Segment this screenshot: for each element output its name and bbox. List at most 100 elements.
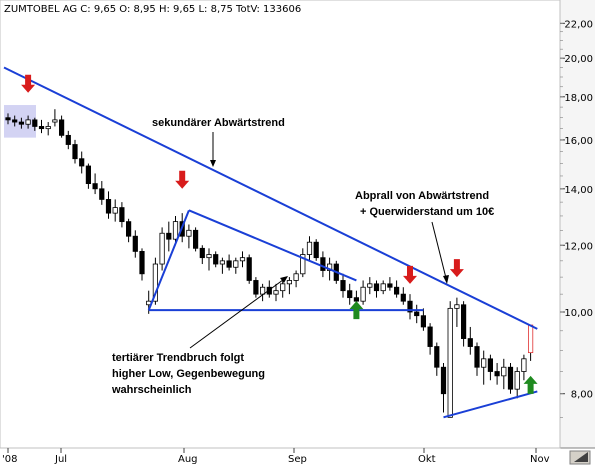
candle-body — [192, 229, 199, 249]
candle-body — [440, 366, 447, 395]
candle-body — [434, 346, 440, 368]
candle-body — [347, 290, 353, 299]
candle-body — [32, 119, 38, 127]
candle-body — [400, 293, 406, 302]
candle-body — [105, 199, 112, 214]
candle-body — [18, 121, 25, 125]
candle-body — [373, 283, 380, 292]
candle-body — [501, 366, 507, 377]
candle-body — [126, 221, 132, 237]
candle-body — [199, 247, 205, 259]
x-tick-label: Okt — [418, 454, 436, 465]
candle-body — [360, 286, 366, 302]
candle-body — [99, 188, 105, 200]
candle-body — [119, 207, 125, 223]
candle-body — [273, 290, 279, 295]
annotation-bounce-line1: Abprall von Abwärtstrend — [355, 190, 489, 202]
candle-body — [52, 119, 58, 123]
candle-body — [507, 366, 514, 390]
candle-body — [92, 183, 98, 190]
candle-body — [427, 326, 433, 347]
candle-body — [79, 158, 85, 167]
candle-body — [353, 297, 360, 302]
candle-body — [494, 371, 500, 377]
y-tick-label: 20,00 — [564, 54, 593, 65]
candle-body — [112, 207, 118, 214]
candle-body — [380, 283, 386, 292]
candle-body — [259, 286, 266, 295]
candle-body — [481, 358, 487, 368]
candle-body — [72, 144, 78, 160]
candle-body — [487, 358, 494, 372]
x-tick-label: Nov — [530, 454, 550, 465]
y-tick-label: 14,00 — [564, 185, 593, 196]
candle-body — [300, 254, 306, 275]
annotation-tertiary-pointer — [189, 276, 288, 349]
trend-line — [188, 209, 357, 282]
annotation-tertiary-pointer-head — [280, 276, 288, 283]
candle-body — [213, 254, 219, 265]
chart-header: ZUMTOBEL AG C: 9,65 O: 8,95 H: 9,65 L: 8… — [4, 4, 301, 15]
candle-body — [253, 280, 259, 295]
y-tick-label: 18,00 — [564, 93, 593, 104]
y-axis-panel — [560, 0, 595, 448]
candle-body — [420, 315, 427, 328]
arrow-down-icon — [449, 259, 464, 278]
candle-body — [166, 232, 172, 240]
arrow-down-icon — [403, 265, 417, 284]
candle-body — [340, 280, 346, 292]
annotation-tertiary-line2: higher Low, Gegenbewegung — [112, 368, 265, 380]
candle-body — [528, 324, 534, 354]
candle-body — [139, 251, 145, 275]
candle-body — [159, 232, 165, 265]
candle-body — [320, 257, 326, 271]
candle-body — [306, 241, 313, 255]
y-tick-label: 10,00 — [564, 308, 593, 319]
candle-body — [5, 117, 11, 121]
x-tick-label: '08 — [2, 454, 17, 465]
candle-body — [414, 311, 420, 317]
arrow-up-icon — [349, 301, 364, 320]
candle-body — [313, 241, 319, 259]
candle-body — [514, 371, 520, 390]
candle-body — [172, 221, 179, 240]
annotation-secondary-trend: sekundärer Abwärtstrend — [152, 117, 285, 129]
candle-body — [206, 254, 212, 259]
annotation-bounce-line2: + Querwiderstand um 10€ — [360, 206, 494, 218]
y-tick-label: 16,00 — [564, 136, 593, 147]
candle-body — [85, 165, 91, 185]
x-tick-label: Sep — [288, 454, 307, 465]
annotation-secondary-trend-pointer-head — [210, 160, 216, 167]
candle-body — [226, 260, 232, 268]
resize-grip-icon — [574, 452, 588, 462]
candle-body — [367, 283, 373, 288]
candle-body — [65, 134, 71, 145]
candle-body — [186, 229, 192, 237]
arrow-down-icon — [21, 74, 36, 93]
y-tick-label: 8,00 — [571, 390, 593, 401]
candle-body — [45, 126, 51, 130]
y-tick-label: 12,00 — [564, 241, 593, 252]
start-range-highlight — [4, 105, 36, 138]
candle-body — [38, 126, 45, 130]
candle-body — [387, 283, 393, 288]
candle-body — [266, 286, 272, 295]
candle-body — [447, 307, 453, 418]
candle-body — [467, 338, 473, 347]
candle-body — [286, 280, 293, 285]
candle-body — [233, 260, 239, 268]
y-tick-label: 22,00 — [564, 19, 593, 30]
candle-body — [521, 358, 527, 372]
candle-body — [293, 273, 299, 281]
candle-body — [12, 119, 18, 123]
trend-line — [3, 66, 538, 330]
candle-body — [132, 235, 138, 252]
candle-body — [454, 304, 460, 309]
trend-line — [443, 390, 538, 419]
candle-body — [460, 304, 467, 339]
candle-body — [219, 260, 225, 265]
arrow-up-icon — [523, 375, 538, 394]
candle-body — [280, 283, 286, 292]
